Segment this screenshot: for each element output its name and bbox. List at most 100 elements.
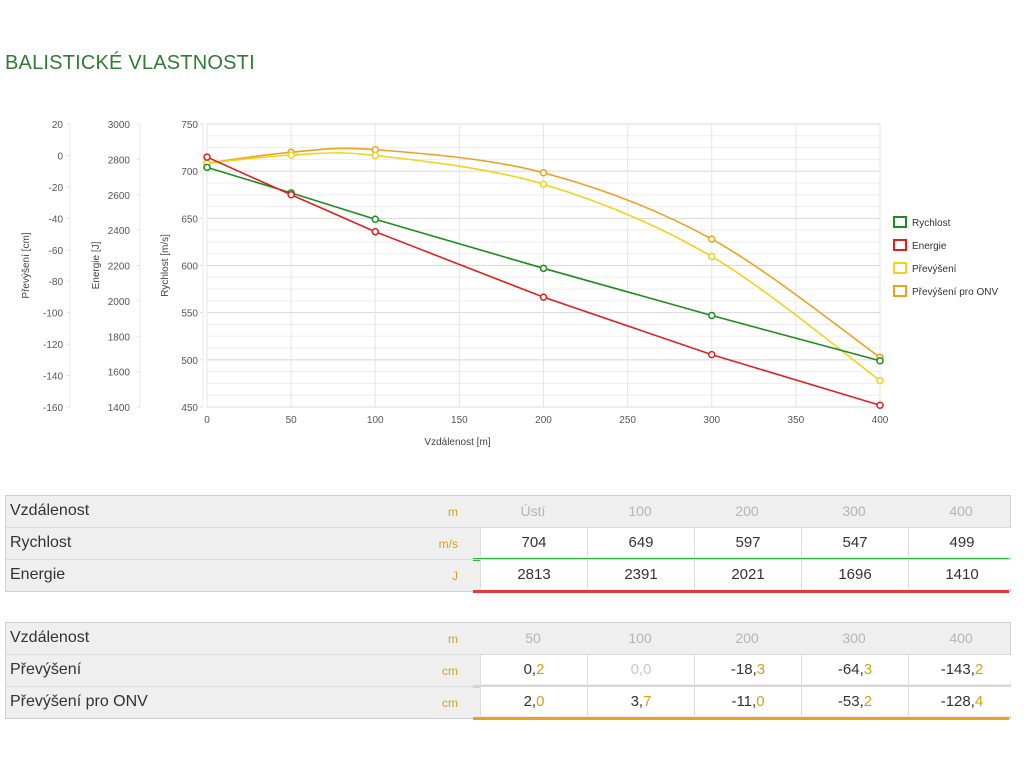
row-label: Energie — [10, 566, 66, 583]
cell-integer: 649 — [628, 534, 654, 551]
table-cell: -128,4 — [908, 687, 1015, 716]
table-row: Energie J 2813 2391 2021 1696 1410 — [6, 559, 1015, 593]
row-label: Převýšení pro ONV — [10, 693, 148, 710]
data-point-p-ev-en- — [287, 151, 295, 159]
row-label: Vzdálenost — [10, 629, 90, 646]
series-color-bar — [473, 717, 1009, 720]
velocity-tick-label: 600 — [181, 262, 198, 273]
series-color-bar — [473, 590, 1009, 593]
table-cell: 547 — [801, 528, 908, 557]
cell-integer: 597 — [735, 534, 761, 551]
page-title: BALISTICKÉ VLASTNOSTI — [5, 52, 255, 74]
cell-integer: 1696 — [838, 566, 872, 583]
drop-tick-label: -100 — [43, 309, 63, 320]
table-cell: 597 — [694, 528, 801, 557]
table-row: Převýšení cm 0,2 0,0 -18,3 -64,3 -143,2 — [6, 654, 1015, 688]
row-unit: m — [448, 505, 458, 519]
x-tick-label: 100 — [367, 415, 384, 426]
data-point-energie — [371, 227, 379, 236]
data-point-rychlost — [708, 311, 716, 320]
chart-series — [203, 145, 884, 409]
cell-decimal: 0 — [643, 661, 652, 678]
data-point-energie — [539, 293, 548, 301]
drop-tick-label: -20 — [49, 183, 64, 194]
energy-tick-label: 2000 — [108, 297, 131, 308]
table-header-row: Vzdálenost m Ústí 100 200 300 400 — [6, 496, 1010, 527]
cell-decimal: 2 — [974, 661, 984, 678]
data-point-rychlost — [203, 163, 211, 172]
data-point-p-ev-en-pro-onv — [708, 235, 716, 243]
data-point-p-ev-en-pro-onv — [539, 168, 548, 177]
x-tick-label: 300 — [703, 415, 720, 426]
cell-integer: 2021 — [731, 566, 765, 583]
row-unit: cm — [442, 696, 458, 710]
row-unit: cm — [442, 664, 458, 678]
data-point-p-ev-en- — [371, 151, 379, 160]
data-point-energie — [203, 153, 211, 161]
data-point-energie — [287, 191, 295, 199]
data-point-p-ev-en- — [708, 252, 716, 261]
drop-axis-title: Převýšení [cm] — [21, 232, 32, 298]
row-label: Vzdálenost — [10, 502, 90, 519]
row-label: Rychlost — [10, 534, 72, 551]
cell-integer: 0, — [523, 661, 537, 678]
table-row: Rychlost m/s 704 649 597 547 499 — [6, 527, 1015, 561]
chart-legend: Rychlost Energie Převýšení Převýšení pro ON… — [893, 216, 998, 298]
data-point-energie — [876, 401, 884, 409]
table-cell: 1410 — [908, 560, 1015, 589]
x-tick-label: 350 — [788, 415, 805, 426]
table-cell: -53,2 — [801, 687, 908, 716]
column-header: 200 — [735, 630, 759, 646]
drop-tick-label: -40 — [49, 214, 64, 225]
table-cell: -11,0 — [694, 687, 801, 716]
row-unit: m/s — [438, 537, 458, 551]
table-cell: 2,0 — [480, 687, 587, 716]
energy-tick-label: 2200 — [108, 262, 131, 273]
table-cell: 0,0 — [587, 655, 694, 684]
cell-decimal: 3 — [863, 661, 873, 678]
table-cell: 3,7 — [587, 687, 694, 716]
cell-integer: 704 — [521, 534, 547, 551]
cell-decimal: 0 — [536, 693, 545, 710]
x-tick-label: 250 — [619, 415, 636, 426]
velocity-tick-label: 500 — [181, 356, 198, 367]
legend-swatch — [893, 216, 907, 228]
cell-decimal: 2 — [536, 661, 545, 678]
cell-integer: -11, — [731, 693, 757, 710]
cell-integer: 0, — [630, 661, 644, 678]
column-header: 300 — [842, 503, 866, 519]
velocity-tick-label: 450 — [181, 403, 198, 414]
legend-swatch — [893, 262, 907, 274]
table-cell: -64,3 — [801, 655, 908, 684]
table-cell: 2021 — [694, 560, 801, 589]
drop-tick-label: -80 — [49, 277, 64, 288]
velocity-tick-label: 650 — [181, 214, 198, 225]
table-cell: 704 — [480, 528, 587, 557]
energy-axis-title: Energie [J] — [91, 241, 102, 289]
energy-tick-label: 3000 — [108, 120, 131, 131]
cell-decimal: 4 — [974, 693, 984, 710]
energy-tick-label: 1800 — [108, 332, 131, 343]
series-line-energie — [206, 156, 881, 406]
cell-integer: 2, — [523, 693, 537, 710]
data-point-rychlost — [371, 215, 379, 224]
table-cell: 2391 — [587, 560, 694, 589]
drop-tick-label: -60 — [49, 246, 64, 257]
column-header: 400 — [949, 630, 973, 646]
column-header: 100 — [628, 503, 652, 519]
drop-tick-label: -140 — [43, 372, 63, 383]
column-header: Ústí — [520, 503, 546, 519]
column-header: 300 — [842, 630, 866, 646]
table-cell: -18,3 — [694, 655, 801, 684]
data-point-rychlost — [876, 357, 884, 365]
energy-tick-label: 2800 — [108, 155, 131, 166]
row-label: Převýšení — [10, 661, 82, 678]
column-header: 50 — [525, 630, 541, 646]
cell-integer: 2813 — [517, 566, 551, 583]
row-unit: J — [452, 569, 458, 583]
x-tick-label: 400 — [872, 415, 889, 426]
drop-tick-label: 0 — [57, 151, 63, 162]
drop-tick-label: 20 — [52, 120, 64, 131]
cell-decimal: 3 — [756, 661, 766, 678]
